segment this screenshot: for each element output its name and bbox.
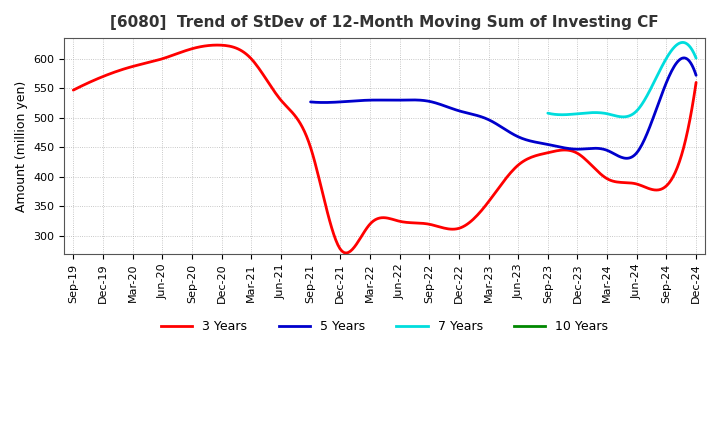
Title: [6080]  Trend of StDev of 12-Month Moving Sum of Investing CF: [6080] Trend of StDev of 12-Month Moving…: [110, 15, 659, 30]
3 Years: [71, 86, 80, 92]
5 Years: [657, 93, 665, 98]
3 Years: [442, 226, 451, 231]
7 Years: [678, 40, 687, 45]
3 Years: [692, 80, 701, 85]
3 Years: [638, 183, 647, 188]
7 Years: [692, 55, 701, 61]
7 Years: [635, 106, 644, 111]
7 Years: [619, 114, 628, 120]
7 Years: [631, 109, 640, 114]
3 Years: [212, 42, 221, 48]
3 Years: [444, 226, 453, 231]
5 Years: [542, 142, 551, 147]
Y-axis label: Amount (million yen): Amount (million yen): [15, 81, 28, 212]
7 Years: [679, 40, 688, 45]
3 Years: [598, 173, 607, 178]
5 Years: [307, 99, 316, 105]
5 Years: [306, 99, 315, 105]
3 Years: [342, 250, 351, 256]
3 Years: [69, 88, 78, 93]
Legend: 3 Years, 5 Years, 7 Years, 10 Years: 3 Years, 5 Years, 7 Years, 10 Years: [156, 315, 613, 338]
7 Years: [669, 46, 678, 51]
5 Years: [622, 156, 631, 161]
5 Years: [536, 140, 544, 146]
3 Years: [454, 226, 463, 231]
Line: 3 Years: 3 Years: [73, 45, 696, 253]
7 Years: [632, 108, 641, 114]
5 Years: [632, 150, 641, 155]
5 Years: [534, 140, 543, 145]
Line: 7 Years: 7 Years: [548, 42, 696, 117]
7 Years: [544, 110, 552, 116]
7 Years: [544, 110, 553, 116]
5 Years: [692, 73, 701, 78]
Line: 5 Years: 5 Years: [310, 58, 696, 158]
5 Years: [680, 55, 689, 61]
